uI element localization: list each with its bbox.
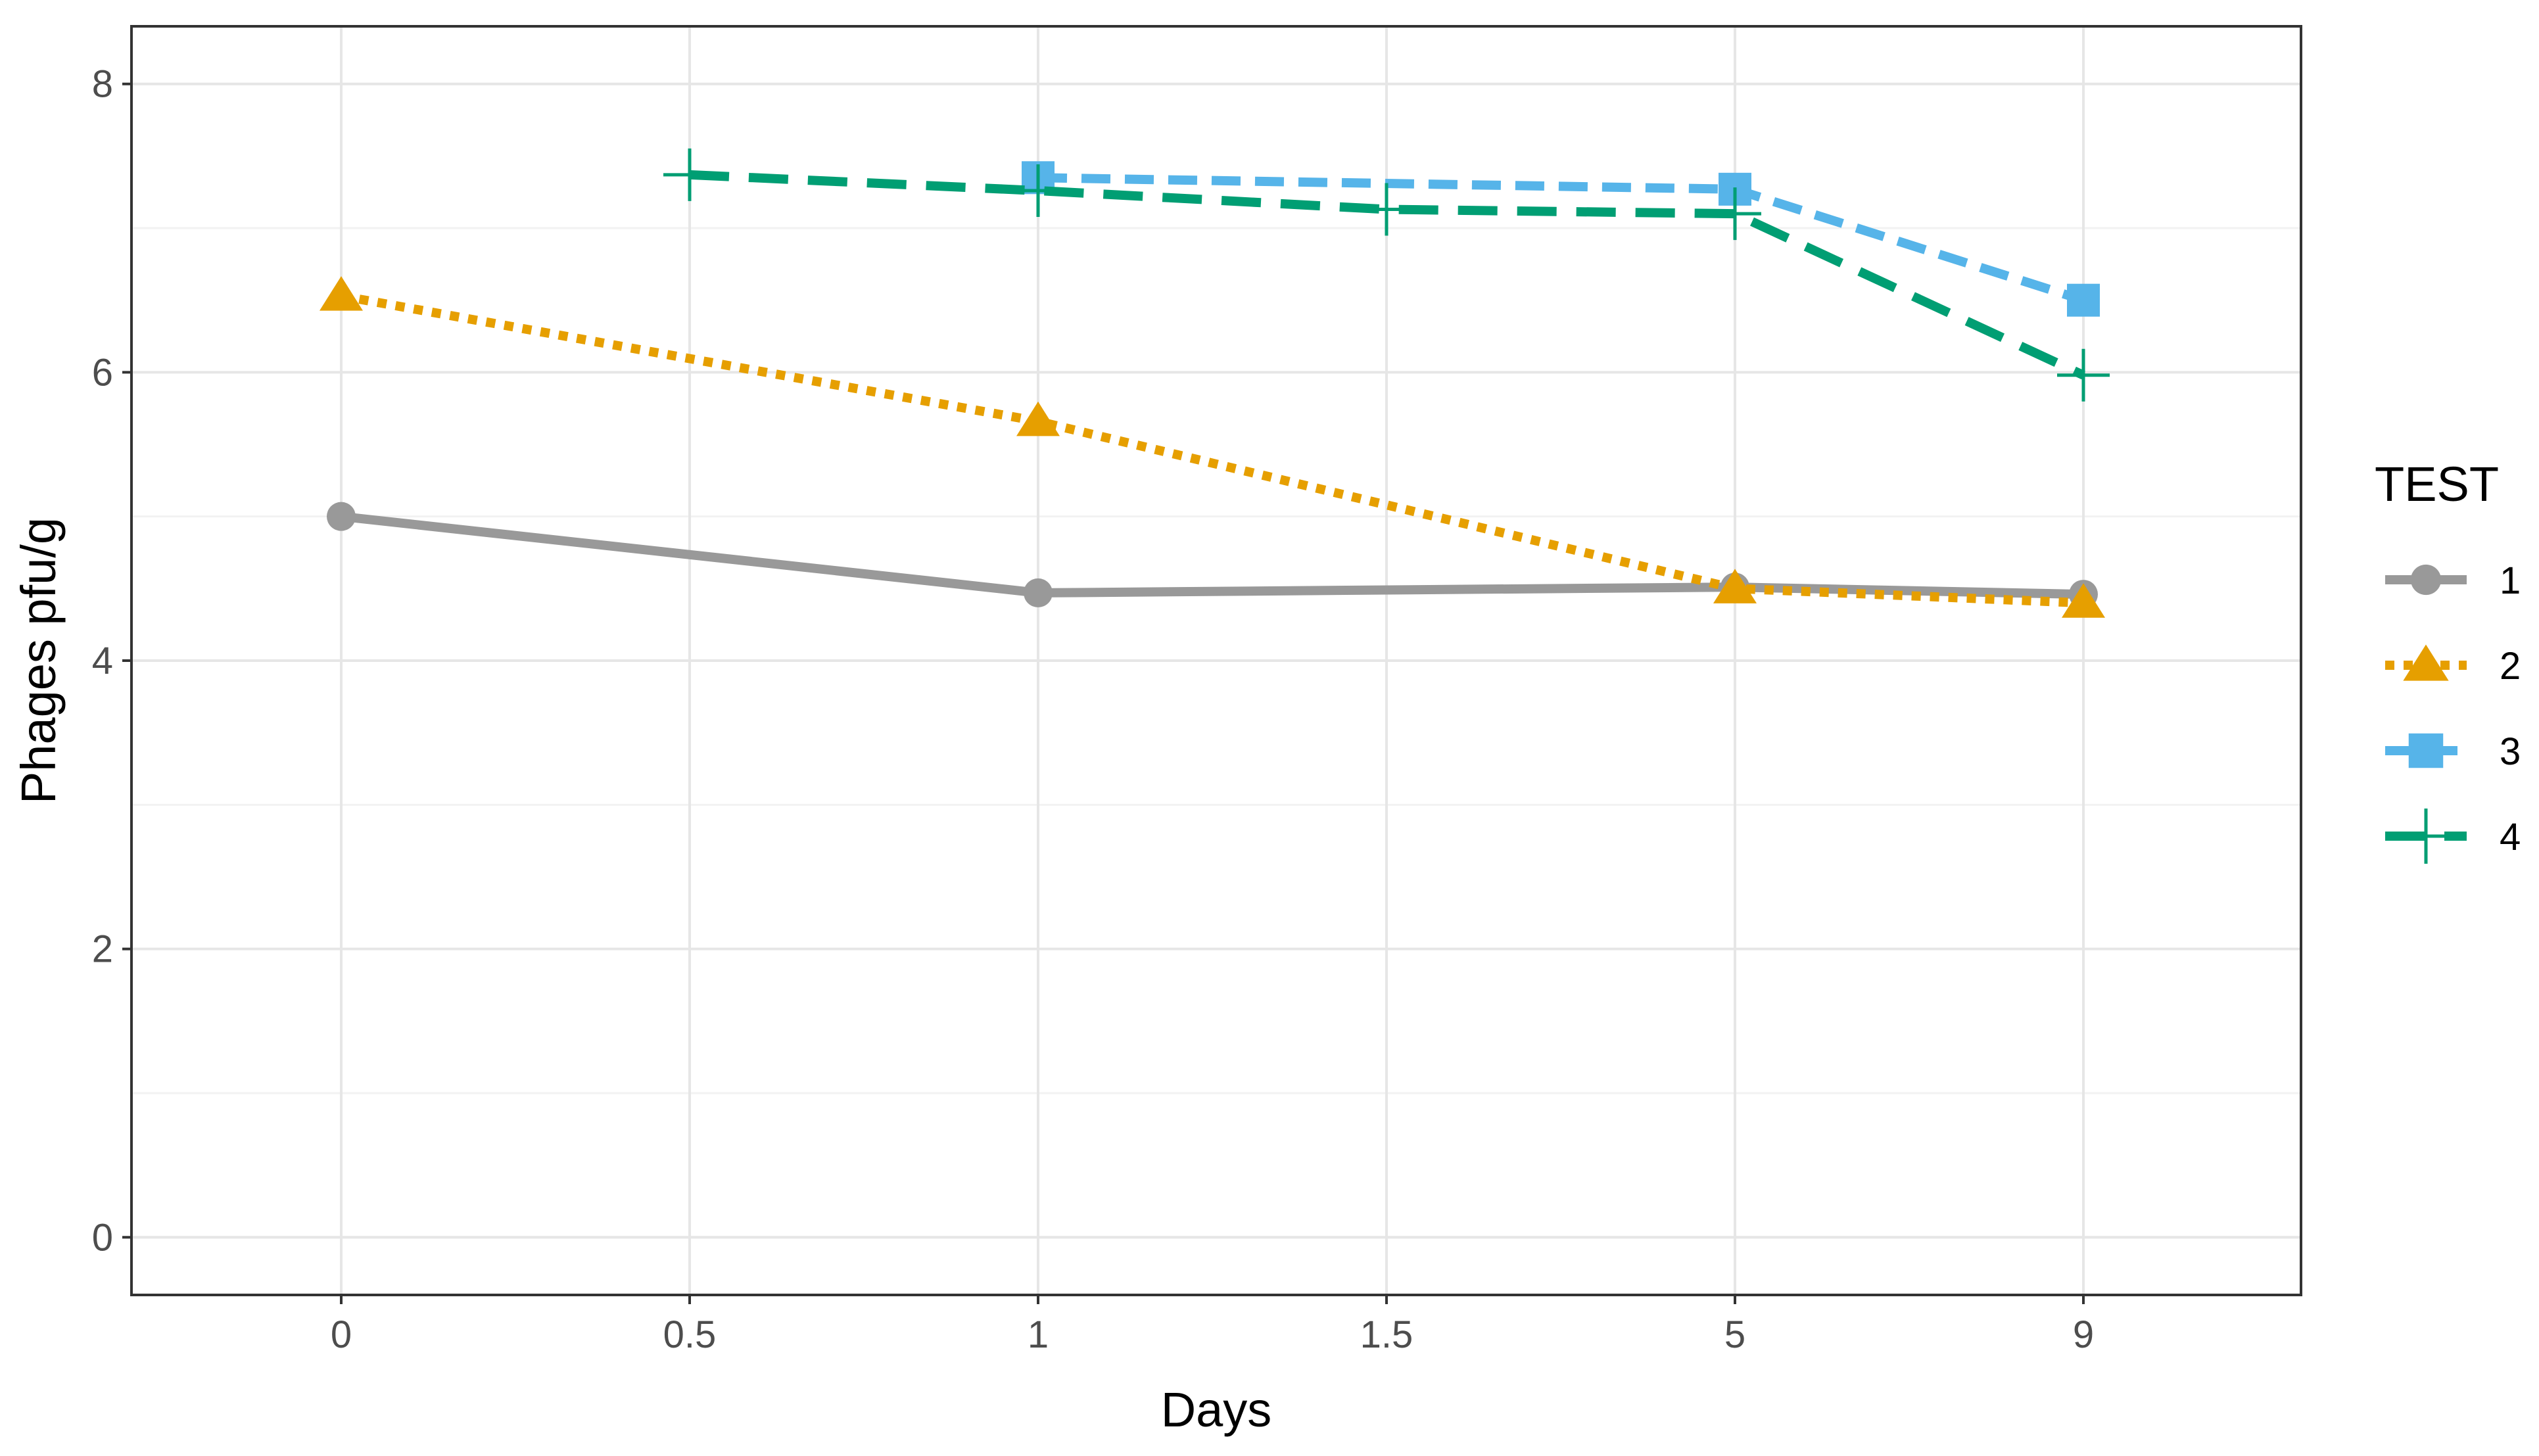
y-tick-label: 4 [92, 640, 113, 682]
legend-key-marker [2398, 809, 2454, 864]
y-tick-label: 6 [92, 351, 113, 394]
y-axis: 0 2 4 6 8 [92, 63, 131, 1259]
x-tick-label: 0 [331, 1313, 352, 1356]
series-4-point [1012, 164, 1064, 218]
x-tick-label: 1 [1028, 1313, 1049, 1356]
grid-major [131, 26, 2301, 1295]
series-1-point [327, 502, 356, 531]
series-1-point [1024, 578, 1053, 607]
series-2-point [1016, 401, 1060, 436]
x-tick-label: 0.5 [663, 1313, 717, 1356]
series-1 [327, 502, 2098, 609]
x-axis-title: Days [1161, 1382, 1272, 1437]
legend-key-marker [2403, 644, 2449, 681]
series-2-line [340, 291, 2084, 608]
legend-label: 2 [2500, 645, 2521, 688]
legend-key-marker [2410, 564, 2442, 596]
legend-key-marker [2408, 733, 2444, 768]
series-4-point [1360, 183, 1413, 236]
legend-item-2: 2 [2385, 644, 2521, 688]
legend-label: 3 [2500, 730, 2521, 773]
x-tick-label: 5 [1724, 1313, 1745, 1356]
grid-minor [131, 227, 2301, 1094]
legend-label: 4 [2500, 816, 2521, 858]
legend: TEST 1 2 3 4 [2375, 457, 2521, 864]
y-axis-title: Phages pfu/g [11, 517, 66, 804]
x-tick-label: 1.5 [1360, 1313, 1413, 1356]
series-layer [320, 148, 2110, 618]
series-2-point [320, 276, 363, 311]
series-2-point [1713, 569, 1757, 603]
y-tick-label: 0 [92, 1216, 113, 1259]
x-axis: 0 0.5 1 1.5 5 9 [331, 1295, 2094, 1356]
series-4 [663, 148, 2110, 402]
series-2 [320, 276, 2105, 618]
y-tick-label: 8 [92, 63, 113, 106]
legend-item-4: 4 [2385, 809, 2521, 864]
series-4-point [2057, 348, 2110, 402]
legend-label: 1 [2500, 559, 2521, 602]
x-tick-label: 9 [2073, 1313, 2094, 1356]
series-4-point [663, 148, 716, 201]
legend-title: TEST [2375, 457, 2499, 511]
legend-items: 1 2 3 4 [2385, 559, 2521, 864]
series-1-line [341, 511, 2084, 599]
series-2-point [2062, 583, 2105, 618]
y-tick-label: 2 [92, 928, 113, 971]
legend-item-1: 1 [2385, 559, 2521, 602]
series-4-point [1709, 187, 1761, 241]
series-3-point [2067, 283, 2100, 317]
legend-item-3: 3 [2385, 730, 2521, 773]
